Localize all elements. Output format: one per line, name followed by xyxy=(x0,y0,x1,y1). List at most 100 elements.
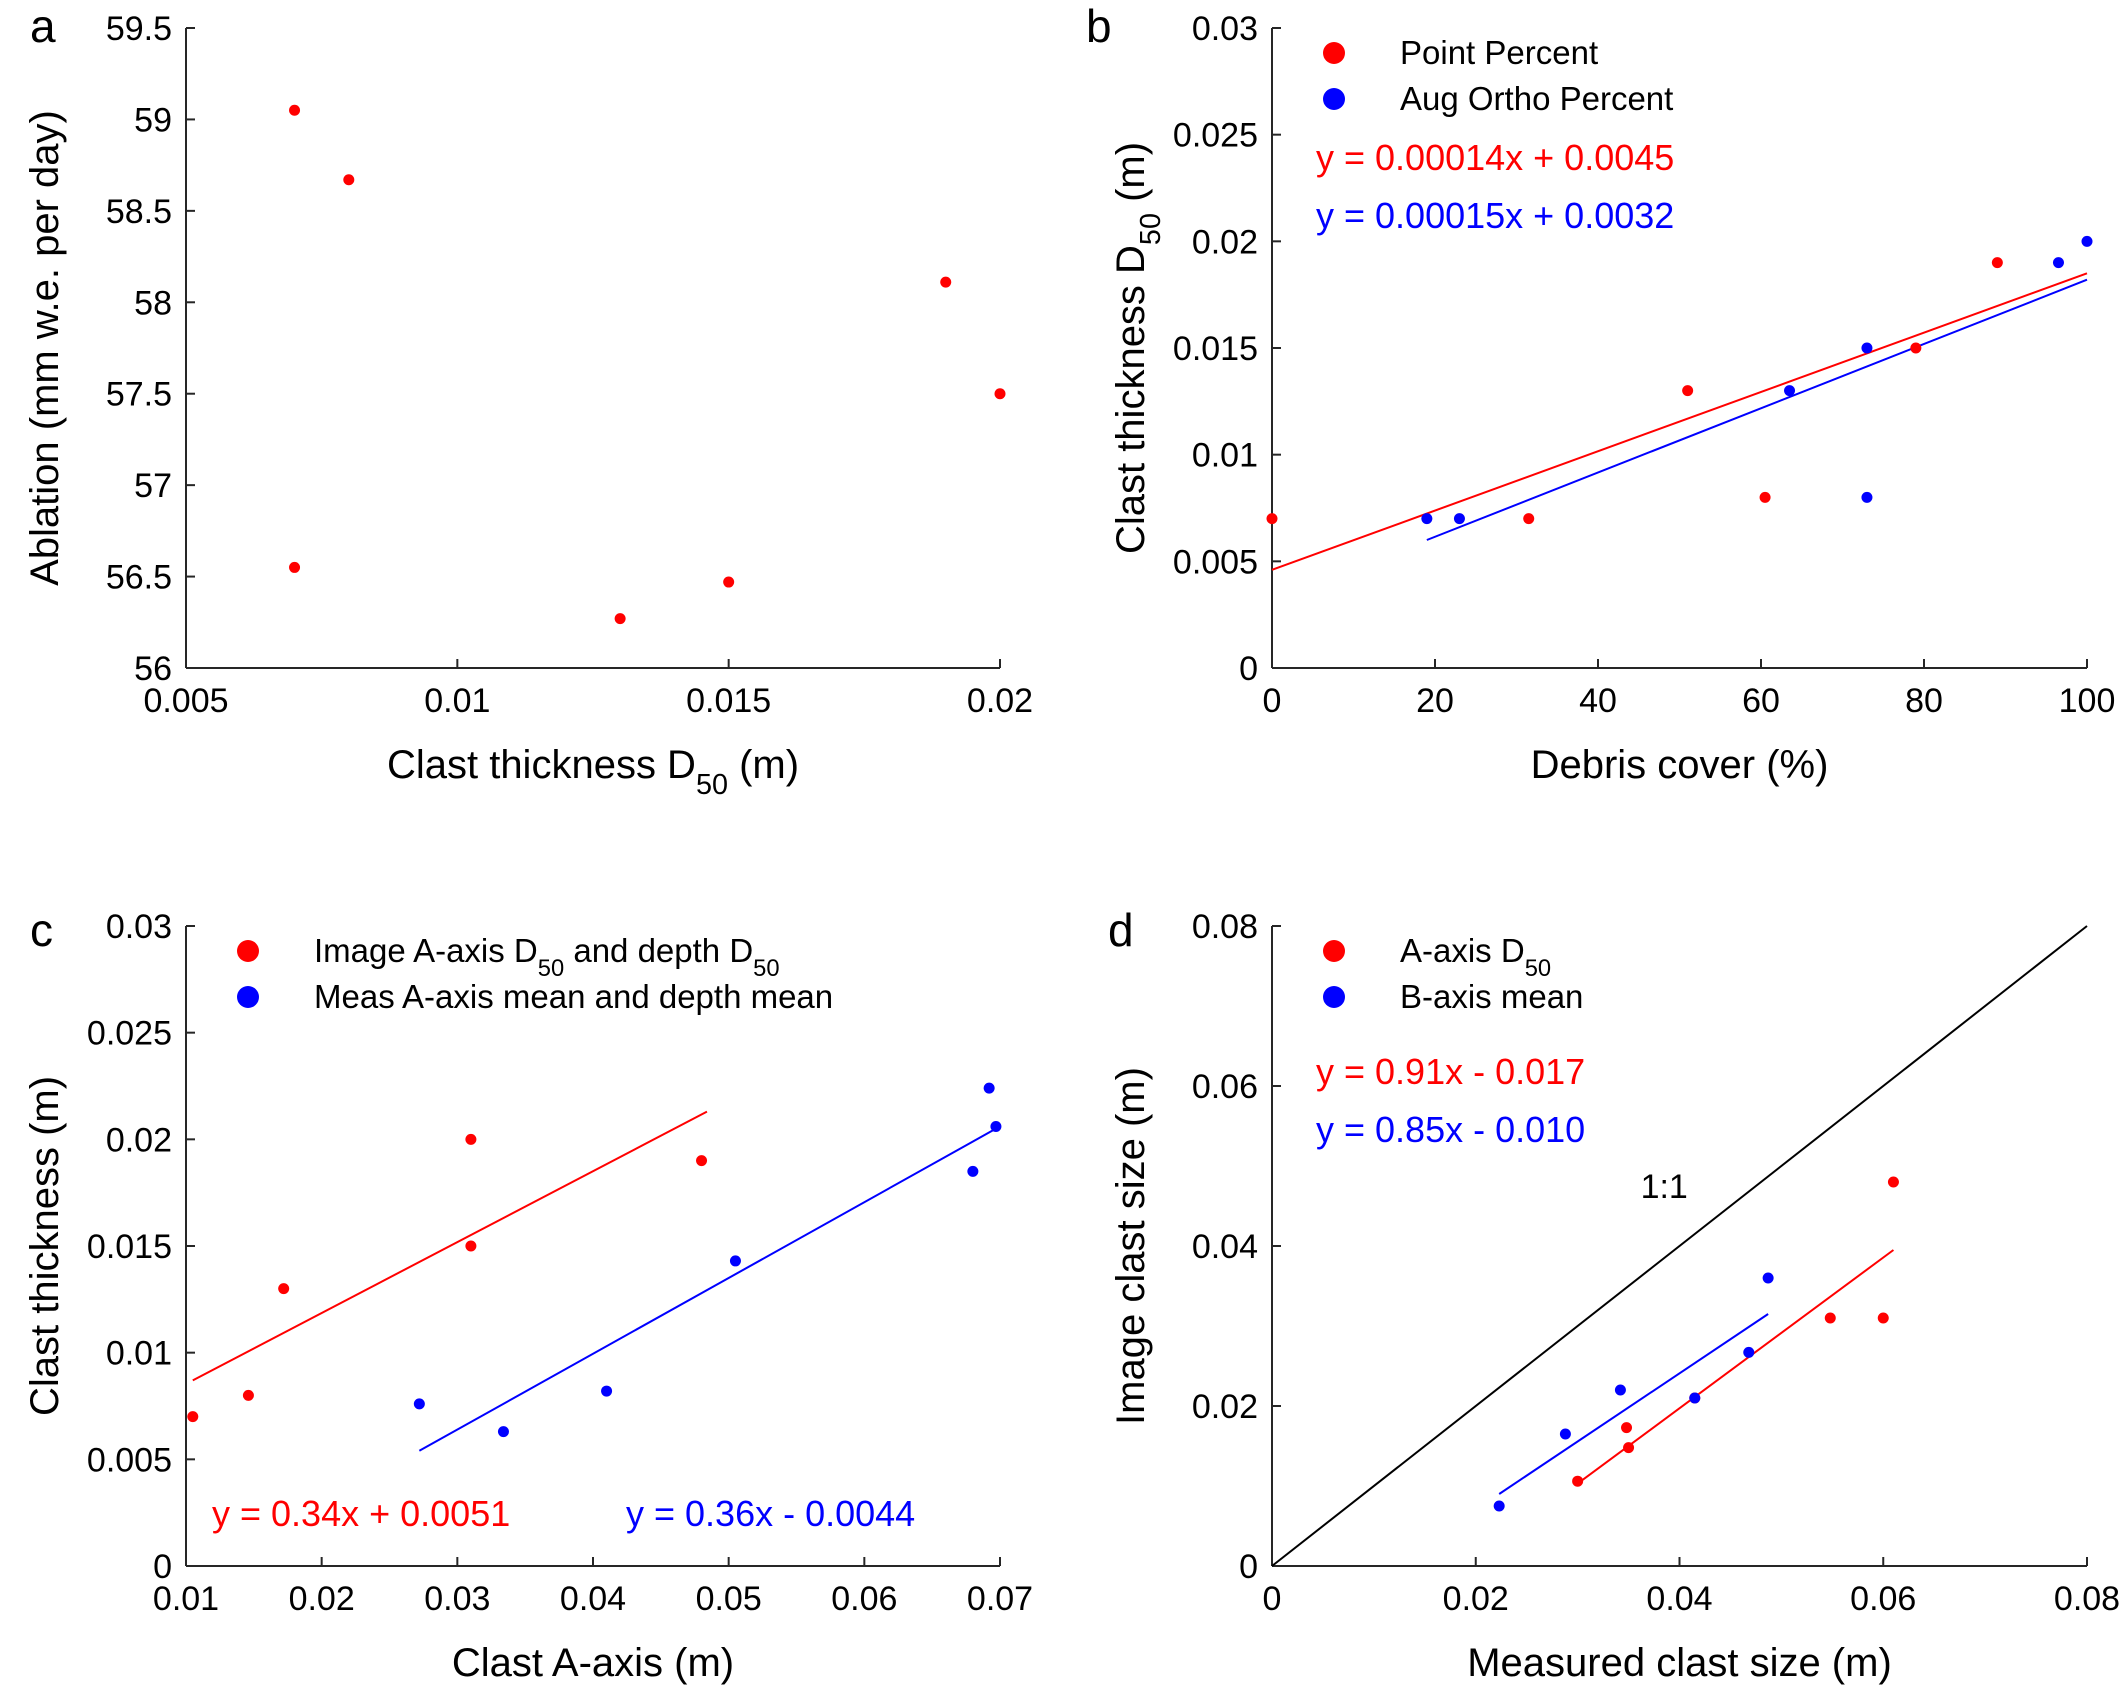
x-axis-label: Clast thickness D50 (m) xyxy=(387,743,799,801)
data-point xyxy=(1682,385,1694,397)
x-tick-label: 0.02 xyxy=(1443,1580,1509,1618)
data-point xyxy=(967,1165,979,1177)
x-tick-label: 0.03 xyxy=(424,1580,490,1618)
data-point xyxy=(1493,1500,1505,1512)
legend-marker xyxy=(237,986,259,1008)
x-tick-label: 0.015 xyxy=(686,682,771,720)
data-point xyxy=(1559,1428,1571,1440)
legend-entry: Point Percent xyxy=(1400,34,1598,71)
data-point xyxy=(1762,1272,1774,1284)
y-axis-label: Clast thickness (m) xyxy=(23,1076,67,1416)
identity-line-label: 1:1 xyxy=(1641,1168,1688,1206)
data-point xyxy=(1623,1442,1635,1454)
x-tick-label: 0.02 xyxy=(289,1580,355,1618)
y-tick-label: 0.06 xyxy=(1192,1068,1258,1106)
y-tick-label: 57.5 xyxy=(106,376,172,414)
data-point xyxy=(614,613,626,625)
panel-c: c 0.01 0.02 0.03 0.04 0.05 0.06 0.07 0 0.005 0.01 0… xyxy=(23,904,1033,1685)
x-tick-label: 0.005 xyxy=(143,682,228,720)
fit-equation: y = 0.91x - 0.017 xyxy=(1316,1051,1585,1092)
fit-line xyxy=(1271,272,2088,571)
data-point xyxy=(1887,1176,1899,1188)
y-tick-label: 0.025 xyxy=(87,1015,172,1053)
data-point xyxy=(1861,342,1873,354)
data-point xyxy=(1877,1312,1889,1324)
fit-line xyxy=(1271,925,2088,1567)
data-point xyxy=(1824,1312,1836,1324)
data-point xyxy=(1759,491,1771,503)
x-tick-label: 60 xyxy=(1742,682,1780,720)
data-point xyxy=(696,1155,708,1167)
y-tick-label: 0.03 xyxy=(1192,10,1258,48)
panel-b: b 0 20 40 60 80 100 0 0.005 0.01 0.015 0.02 0.025 0.0… xyxy=(1086,0,2115,787)
data-point xyxy=(465,1240,477,1252)
y-tick-label: 0.02 xyxy=(1192,223,1258,261)
x-tick-label: 0.06 xyxy=(1850,1580,1916,1618)
fit-equation: y = 0.85x - 0.010 xyxy=(1316,1109,1585,1150)
x-tick-label: 0.04 xyxy=(1646,1580,1712,1618)
data-point xyxy=(940,276,952,288)
y-tick-label: 0.04 xyxy=(1192,1228,1258,1266)
legend-marker xyxy=(1323,88,1345,110)
y-tick-label: 56 xyxy=(134,650,172,688)
y-tick-label: 0.025 xyxy=(1173,117,1258,155)
data-point xyxy=(1421,513,1433,525)
legend-entry: Aug Ortho Percent xyxy=(1400,80,1673,117)
data-point xyxy=(497,1426,509,1438)
x-tick-label: 0.04 xyxy=(560,1580,626,1618)
fit-line xyxy=(192,1110,708,1382)
data-point xyxy=(1572,1475,1584,1487)
data-point xyxy=(601,1385,613,1397)
data-point xyxy=(1784,385,1796,397)
data-point xyxy=(723,576,735,588)
data-point xyxy=(1910,342,1922,354)
x-tick-label: 0.02 xyxy=(967,682,1033,720)
x-tick-label: 40 xyxy=(1579,682,1617,720)
panel-letter: c xyxy=(30,904,53,956)
y-tick-label: 56.5 xyxy=(106,559,172,597)
y-tick-label: 0.005 xyxy=(87,1441,172,1479)
data-point xyxy=(413,1398,425,1410)
x-tick-label: 0.06 xyxy=(831,1580,897,1618)
y-tick-label: 59.5 xyxy=(106,10,172,48)
y-tick-label: 59 xyxy=(134,101,172,139)
data-point xyxy=(1453,513,1465,525)
y-tick-label: 0.01 xyxy=(1192,437,1258,475)
data-point xyxy=(289,104,301,116)
y-axis-label: Clast thickness D50 (m) xyxy=(1109,142,1167,554)
data-point xyxy=(278,1283,290,1295)
x-tick-label: 20 xyxy=(1416,682,1454,720)
legend-entry: Image A-axis D50 and depth D50 xyxy=(314,932,780,982)
data-point xyxy=(983,1082,995,1094)
y-tick-label: 58 xyxy=(134,284,172,322)
data-point xyxy=(994,388,1006,400)
y-tick-label: 0.015 xyxy=(87,1228,172,1266)
y-tick-label: 58.5 xyxy=(106,193,172,231)
data-point xyxy=(2081,235,2093,247)
data-point xyxy=(1614,1384,1626,1396)
legend-marker xyxy=(1323,940,1345,962)
fit-equation: y = 0.36x - 0.0044 xyxy=(626,1493,915,1534)
data-point xyxy=(1523,513,1535,525)
x-tick-label: 0 xyxy=(1263,1580,1282,1618)
legend-marker xyxy=(237,940,259,962)
panel-a: a 0.005 0.01 0.015 0.02 56 56.5 57 57.5 58 58.5 59 5… xyxy=(23,0,1033,801)
x-axis-label: Clast A-axis (m) xyxy=(452,1641,734,1685)
data-point xyxy=(729,1255,741,1267)
fit-equation: y = 0.00014x + 0.0045 xyxy=(1316,137,1674,178)
y-tick-label: 0 xyxy=(1239,1548,1258,1586)
x-tick-label: 0.07 xyxy=(967,1580,1033,1618)
legend-entry: B-axis mean xyxy=(1400,978,1583,1015)
legend-entry: Meas A-axis mean and depth mean xyxy=(314,978,833,1015)
fit-line xyxy=(418,1127,997,1452)
x-tick-label: 0.05 xyxy=(696,1580,762,1618)
y-tick-label: 0.08 xyxy=(1192,908,1258,946)
data-point xyxy=(1861,491,1873,503)
x-tick-label: 0 xyxy=(1263,682,1282,720)
x-tick-label: 0.01 xyxy=(424,682,490,720)
legend-entry: A-axis D50 xyxy=(1400,932,1551,982)
y-tick-label: 0.02 xyxy=(106,1121,172,1159)
data-point xyxy=(465,1133,477,1145)
panel-letter: b xyxy=(1086,0,1112,52)
